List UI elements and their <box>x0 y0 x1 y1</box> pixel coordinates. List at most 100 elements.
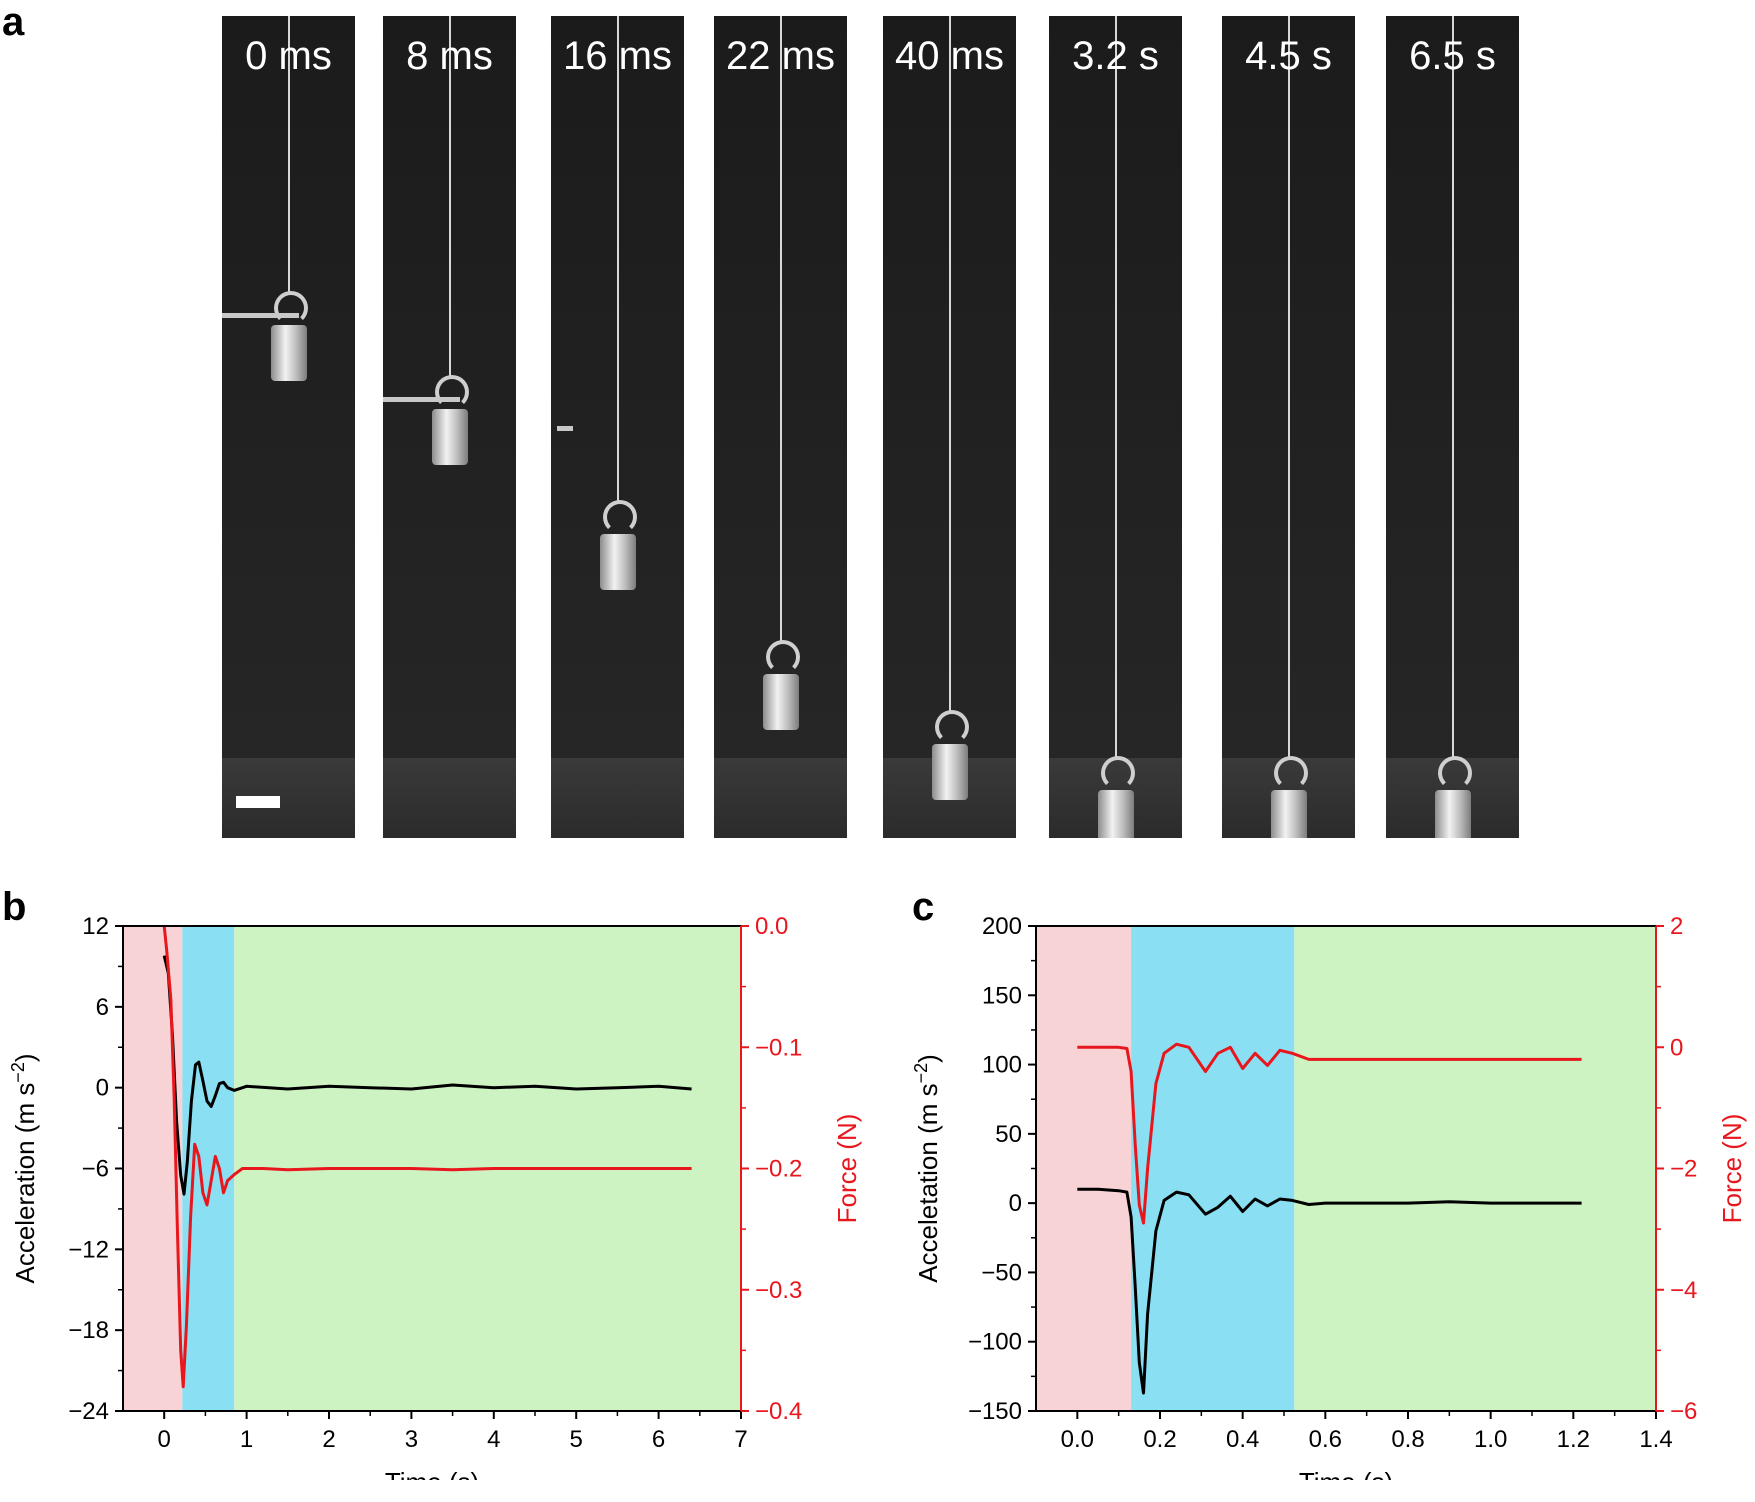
thread <box>779 16 782 644</box>
hook <box>1273 756 1308 790</box>
y-tick-label: −18 <box>68 1317 109 1344</box>
y-tick-label: −12 <box>68 1236 109 1263</box>
y2-tick-label: −6 <box>1670 1398 1697 1425</box>
frame-time-label: 8 ms <box>406 34 493 78</box>
y-tick-label: 50 <box>995 1121 1022 1148</box>
force-series-line <box>162 925 692 1389</box>
acceleration-series-line <box>1077 1187 1582 1395</box>
frame-time-label: 22 ms <box>726 34 835 78</box>
floor <box>551 758 684 838</box>
y-tick-label: −24 <box>68 1398 109 1425</box>
x-tick-label: 0.4 <box>1226 1426 1259 1453</box>
photo-frame: 0 ms <box>222 16 355 838</box>
y-tick-label: 150 <box>982 982 1022 1009</box>
x-tick-label: 0.6 <box>1309 1426 1342 1453</box>
y2-tick-label: −0.4 <box>755 1398 802 1425</box>
frame-time-label: 6.5 s <box>1409 34 1496 78</box>
x-tick-label: 0 <box>158 1426 171 1453</box>
x-axis-title: Time (s) <box>385 1467 479 1480</box>
photo-frame: 6.5 s <box>1386 16 1519 838</box>
acceleration-series-line <box>162 955 692 1196</box>
scale-bar <box>236 796 280 808</box>
hook <box>602 500 637 535</box>
force-series-line <box>1077 1042 1582 1225</box>
x-tick-label: 4 <box>487 1426 500 1453</box>
x-tick-label: 1.4 <box>1639 1426 1672 1453</box>
weight <box>431 408 468 465</box>
y2-tick-label: −0.2 <box>755 1156 802 1183</box>
x-tick-label: 3 <box>405 1426 418 1453</box>
weight <box>762 673 799 730</box>
frame-time-label: 0 ms <box>245 34 332 78</box>
floor <box>714 758 847 838</box>
weight <box>270 325 307 381</box>
y2-axis-title: Force (N) <box>1717 1114 1747 1224</box>
region-blue <box>1131 926 1295 1411</box>
hook <box>765 639 800 674</box>
photo-frame: 16 ms <box>551 16 684 838</box>
scissors-blade <box>383 396 460 402</box>
region-green <box>1294 926 1656 1411</box>
frame-time-label: 4.5 s <box>1245 34 1332 78</box>
thread <box>616 16 619 505</box>
y-tick-label: −100 <box>968 1329 1022 1356</box>
y-tick-label: −50 <box>981 1259 1022 1286</box>
photo-frame: 8 ms <box>383 16 516 838</box>
photo-frame: 40 ms <box>883 16 1016 838</box>
thread <box>1114 16 1117 760</box>
y2-tick-label: 0 <box>1670 1034 1683 1061</box>
x-tick-label: 7 <box>734 1426 747 1453</box>
y-tick-label: 0 <box>96 1075 109 1102</box>
x-axis-title: Time (s) <box>1299 1467 1393 1480</box>
thread <box>287 16 290 295</box>
y-tick-label: 12 <box>82 913 109 940</box>
x-tick-label: 1 <box>240 1426 253 1453</box>
y-tick-label: −150 <box>968 1398 1022 1425</box>
photo-frame: 4.5 s <box>1222 16 1355 838</box>
photo-sequence: 0 ms 8 ms 16 ms 22 ms 40 ms 3.2 s 4.5 s 6.5 s <box>222 16 1519 838</box>
y2-tick-label: −4 <box>1670 1277 1697 1304</box>
hook <box>273 291 308 325</box>
x-tick-label: 5 <box>570 1426 583 1453</box>
y-axis-title: Acceletation (m s−2) <box>911 1054 943 1283</box>
y-tick-label: −6 <box>82 1156 109 1183</box>
frame-time-label: 3.2 s <box>1072 34 1159 78</box>
y2-tick-label: 2 <box>1670 913 1683 940</box>
y2-tick-label: −2 <box>1670 1156 1697 1183</box>
scissors-blade <box>557 426 573 431</box>
frame-time-label: 40 ms <box>895 34 1004 78</box>
y-tick-label: 100 <box>982 1052 1022 1079</box>
weight <box>599 534 636 591</box>
y2-tick-label: 0.0 <box>755 913 788 940</box>
x-tick-label: 0.2 <box>1143 1426 1176 1453</box>
thread <box>948 16 951 714</box>
hook <box>434 374 469 409</box>
chart-c: 0.0 0.2 0.4 0.6 0.8 1.0 1.2 1.4 −150 −100 −50 0 50 10… <box>911 913 1747 1480</box>
x-tick-label: 1.0 <box>1474 1426 1507 1453</box>
x-tick-label: 0.0 <box>1061 1426 1094 1453</box>
photo-frame: 22 ms <box>714 16 847 838</box>
region-blue <box>182 926 235 1411</box>
x-tick-label: 1.2 <box>1557 1426 1590 1453</box>
weight <box>931 743 968 800</box>
hook <box>1100 756 1135 790</box>
weight <box>1097 790 1134 838</box>
y-tick-label: 6 <box>96 994 109 1021</box>
frame-time-label: 16 ms <box>563 34 672 78</box>
thread <box>1287 16 1290 760</box>
floor <box>383 758 516 838</box>
region-pink <box>1036 926 1132 1411</box>
photo-frame: 3.2 s <box>1049 16 1182 838</box>
scissors-blade <box>222 313 299 318</box>
panel-label-c: c <box>912 885 935 929</box>
region-pink <box>123 926 183 1411</box>
y2-tick-label: −0.1 <box>755 1034 802 1061</box>
panel-label-b: b <box>2 885 27 929</box>
chart-b: 0 1 2 3 4 5 6 7−24−18−12−60612−0.4−0.3−0.2−0.10… <box>8 913 862 1480</box>
x-tick-label: 0.8 <box>1391 1426 1424 1453</box>
weight <box>1270 790 1307 838</box>
hook <box>1437 756 1472 790</box>
y-tick-label: 0 <box>1009 1190 1022 1217</box>
y-axis-title: Acceleration (m s−2) <box>8 1053 40 1283</box>
y-tick-label: 200 <box>982 913 1022 940</box>
